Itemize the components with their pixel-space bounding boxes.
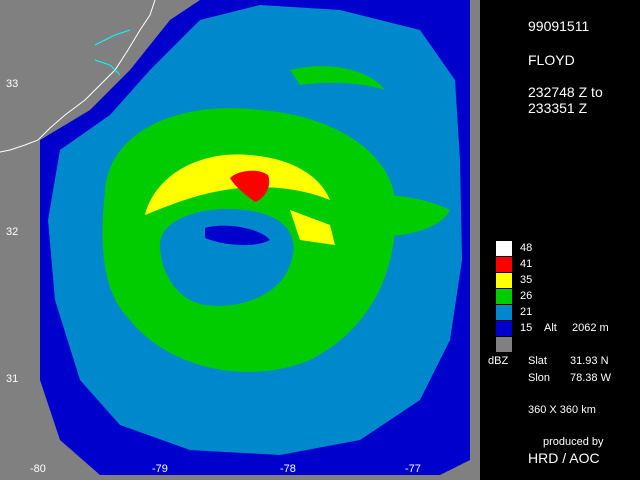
legend-row: 21: [496, 305, 616, 321]
alt-value: 2062 m: [572, 322, 609, 334]
eye-15-patch: [205, 225, 270, 246]
lon-tick-label: -79: [152, 463, 168, 475]
river-lines: [94, 29, 131, 76]
legend-label: 41: [520, 258, 533, 270]
legend-row: 48: [496, 241, 616, 257]
slon-value: 78.38 W: [570, 372, 611, 384]
legend-row: 26: [496, 289, 616, 305]
date-code: 99091511: [528, 18, 590, 34]
echo-41-core: [230, 170, 270, 202]
time-start: 232748 Z to: [528, 84, 603, 100]
legend-swatch: [496, 241, 512, 256]
units-label: dBZ: [488, 355, 509, 367]
alt-label: Alt: [544, 322, 557, 334]
lat-tick-label: 33: [6, 78, 18, 90]
legend-row: [496, 337, 616, 353]
storm-name: FLOYD: [528, 52, 575, 68]
credit-line2: HRD / AOC: [528, 450, 600, 466]
legend-row: 35: [496, 273, 616, 289]
slat-value: 31.93 N: [570, 355, 609, 367]
legend-label: 48: [520, 242, 533, 254]
lat-tick-label: 31: [6, 373, 18, 385]
slon-label: Slon: [528, 372, 551, 384]
lon-tick-label: -80: [30, 463, 46, 475]
legend-swatch: [496, 305, 512, 320]
echo-26-band-ne: [290, 66, 385, 90]
credit-line1: produced by: [543, 436, 604, 448]
domain-size: 360 X 360 km: [528, 404, 596, 416]
radar-map: 33 32 31 -80 -79 -78 -77: [0, 0, 480, 480]
legend-swatch: [496, 337, 512, 352]
time-end: 233351 Z: [528, 100, 588, 116]
legend-row: 41: [496, 257, 616, 273]
lon-tick-label: -78: [280, 463, 296, 475]
echo-26-band-e: [340, 194, 450, 237]
legend-swatch: [496, 273, 512, 288]
lon-tick-label: -77: [405, 463, 421, 475]
slat-label: Slat: [528, 355, 547, 367]
legend-label: 26: [520, 290, 533, 302]
legend-swatch: [496, 289, 512, 304]
legend-label: 35: [520, 274, 533, 286]
legend-swatch: [496, 321, 512, 336]
lat-tick-label: 32: [6, 226, 18, 238]
echo-21-region: [48, 5, 462, 455]
legend-label: 15: [520, 322, 533, 334]
legend-label: 21: [520, 306, 533, 318]
legend-swatch: [496, 257, 512, 272]
coastline: [0, 0, 156, 153]
echo-35-east: [290, 210, 335, 245]
legend-row: 15 Alt 2062 m: [496, 321, 636, 337]
